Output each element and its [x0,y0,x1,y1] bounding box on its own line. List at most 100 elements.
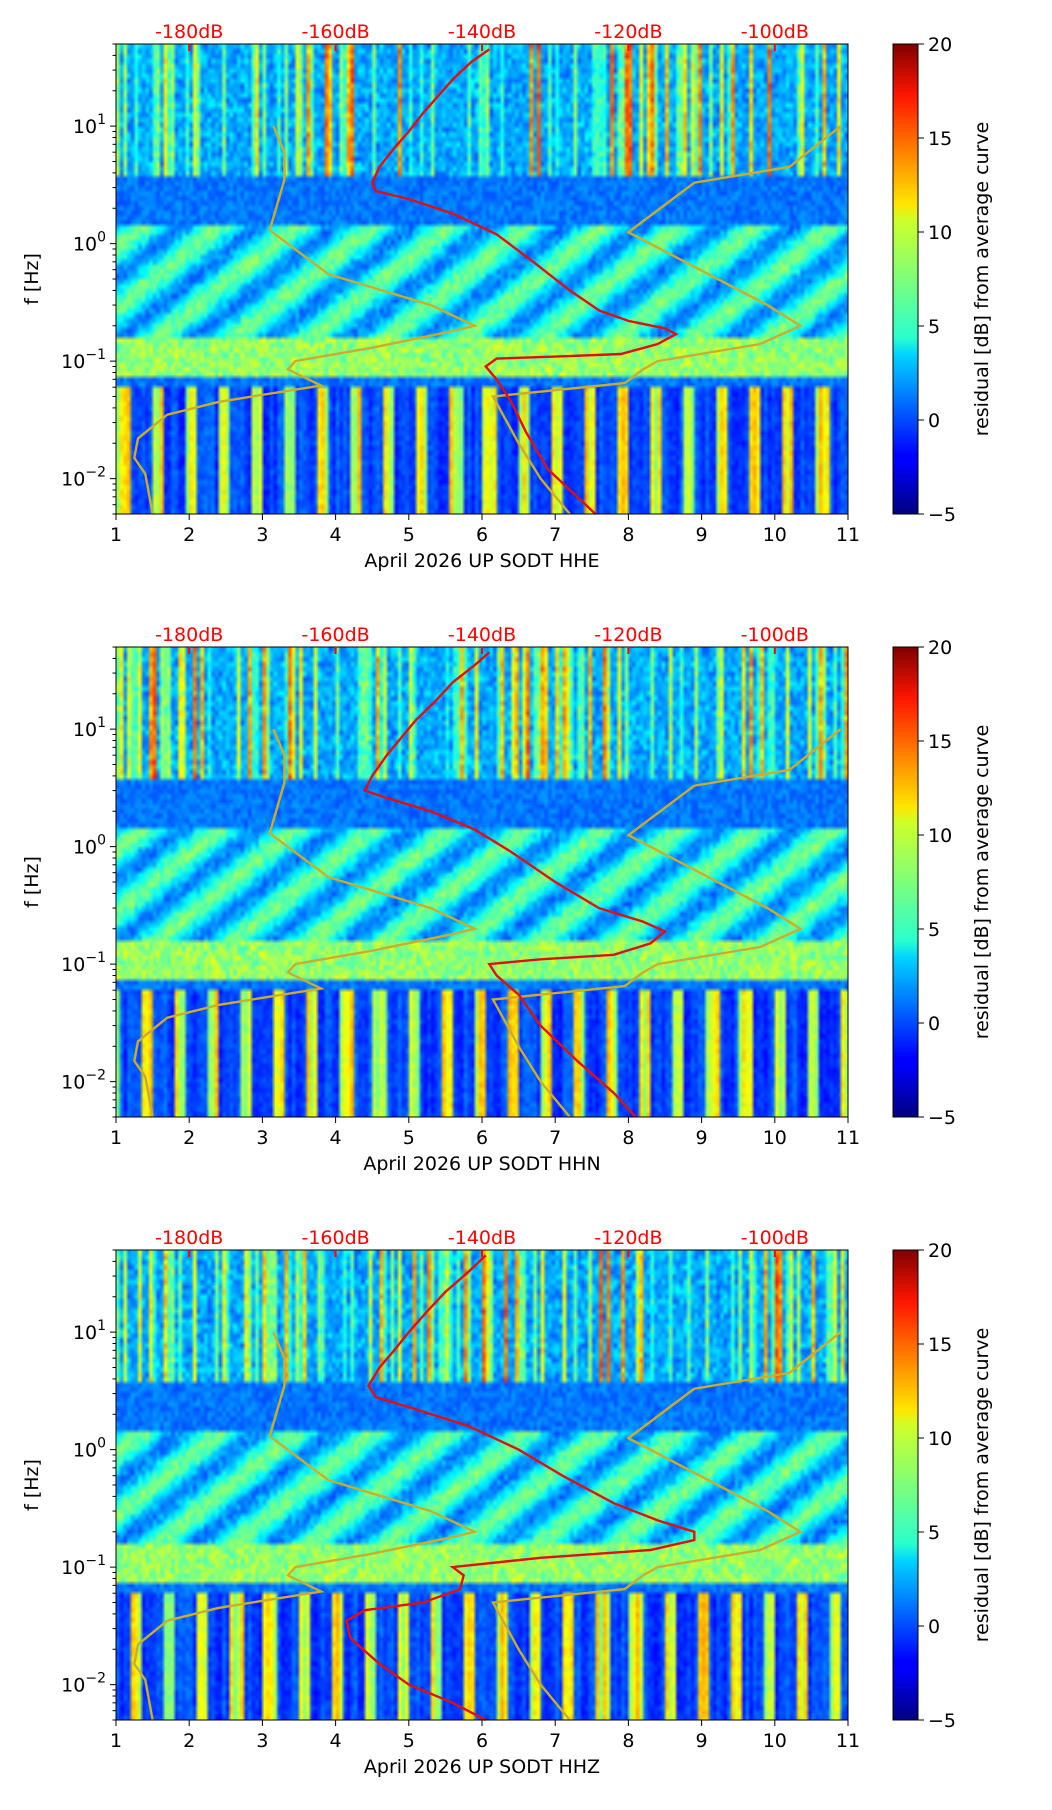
db-tick-label: -100dB [741,624,809,646]
y-tick-label: 10−1 [61,1553,106,1579]
db-tick-label: -120dB [594,21,662,43]
panel-1: -180dB -160dB -140dB -120dB -100dB 1 2 3 4 5 6 7 8 9 1… [21,21,993,572]
colorbar-label: residual [dB] from average curve [971,122,993,437]
y-tick-label: 100 [73,833,106,859]
x-tick-label: 9 [696,524,708,546]
y-tick-label: 100 [73,230,106,256]
colorbar-tick-label: −5 [928,504,956,526]
x-tick-label: 5 [403,1127,415,1149]
noise-model-curve-low [133,125,479,515]
y-tick-label: 10−2 [61,465,106,491]
y-axis-label: f [Hz] [21,253,43,305]
y-tick-label: 101 [73,715,106,741]
y-tick-label: 10−2 [61,1671,106,1697]
x-axis-label: April 2026 UP SODT HHE [364,550,599,572]
noise-model-curve-low [133,728,479,1118]
colorbar-tick-label: 0 [928,1013,940,1035]
colorbar-tick-label: 10 [928,1428,952,1450]
x-tick-label: 6 [476,1127,488,1149]
x-tick-label: 6 [476,524,488,546]
colorbar-tick-label: 10 [928,222,952,244]
x-tick-label: 9 [696,1730,708,1752]
colorbar-tick-label: 20 [928,1240,952,1262]
db-tick-label: -140dB [448,1227,516,1249]
x-tick-label: 10 [763,1127,787,1149]
colorbar-tick-label: 20 [928,637,952,659]
db-tick-label: -100dB [741,21,809,43]
heatmap-image [116,44,848,514]
colorbar [892,1249,919,1721]
x-tick-label: 1 [110,1127,122,1149]
colorbar-label: residual [dB] from average curve [971,1328,993,1643]
x-tick-label: 5 [403,524,415,546]
colorbar-tick-label: 0 [928,410,940,432]
y-axis-label: f [Hz] [21,856,43,908]
panel-2: -180dB -160dB -140dB -120dB -100dB 1 2 3 4 5 6 7 8 9 1… [21,624,993,1175]
x-tick-label: 8 [622,524,634,546]
x-tick-label: 2 [183,1730,195,1752]
x-tick-label: 8 [622,1730,634,1752]
psd-curve [370,48,679,515]
x-tick-label: 7 [549,1730,561,1752]
x-tick-label: 2 [183,524,195,546]
x-tick-label: 11 [836,1730,860,1752]
colorbar-tick-label: 15 [928,128,952,150]
colorbar [892,646,919,1118]
noise-model-curve-low [133,1331,479,1721]
colorbar-tick-label: 15 [928,1334,952,1356]
colorbar [892,43,919,515]
colorbar-tick-label: −5 [928,1710,956,1732]
db-tick-label: -160dB [301,1227,369,1249]
colorbar-tick-label: 15 [928,731,952,753]
colorbar-label: residual [dB] from average curve [971,725,993,1040]
x-axis-label: April 2026 UP SODT HHN [363,1153,600,1175]
db-tick-label: -160dB [301,624,369,646]
x-tick-label: 4 [330,1127,342,1149]
db-tick-label: -160dB [301,21,369,43]
y-tick-label: 10−1 [61,950,106,976]
x-tick-label: 10 [763,524,787,546]
x-tick-label: 9 [696,1127,708,1149]
psd-curve [363,651,668,1118]
db-tick-label: -120dB [594,624,662,646]
y-tick-label: 10−2 [61,1068,106,1094]
x-tick-label: 4 [330,524,342,546]
y-tick-label: 10−1 [61,347,106,373]
x-tick-label: 3 [256,1730,268,1752]
x-tick-label: 1 [110,1730,122,1752]
x-tick-label: 5 [403,1730,415,1752]
x-axis-label: April 2026 UP SODT HHZ [364,1756,600,1778]
db-tick-label: -120dB [594,1227,662,1249]
x-tick-label: 7 [549,1127,561,1149]
colorbar-tick-label: 5 [928,919,940,941]
colorbar-tick-label: 0 [928,1616,940,1638]
x-tick-label: 8 [622,1127,634,1149]
y-tick-label: 101 [73,1318,106,1344]
noise-model-curve-high [491,125,842,515]
x-tick-label: 3 [256,1127,268,1149]
db-tick-label: -180dB [155,21,223,43]
db-tick-label: -140dB [448,21,516,43]
x-tick-label: 3 [256,524,268,546]
db-tick-label: -180dB [155,1227,223,1249]
noise-model-curve-high [491,1331,842,1721]
noise-model-curve-high [491,728,842,1118]
heatmap-image [116,647,848,1117]
x-tick-label: 4 [330,1730,342,1752]
colorbar-tick-label: 20 [928,34,952,56]
colorbar-tick-label: −5 [928,1107,956,1129]
y-axis-label: f [Hz] [21,1459,43,1511]
x-tick-label: 10 [763,1730,787,1752]
x-tick-label: 7 [549,524,561,546]
colorbar-tick-label: 10 [928,825,952,847]
db-tick-label: -100dB [741,1227,809,1249]
y-tick-label: 101 [73,112,106,138]
x-tick-label: 6 [476,1730,488,1752]
x-tick-label: 2 [183,1127,195,1149]
x-tick-label: 1 [110,524,122,546]
x-tick-label: 11 [836,524,860,546]
panel-3: -180dB -160dB -140dB -120dB -100dB 1 2 3 4 5 6 7 8 9 1… [21,1227,993,1778]
colorbar-tick-label: 5 [928,316,940,338]
heatmap-image [116,1250,848,1720]
